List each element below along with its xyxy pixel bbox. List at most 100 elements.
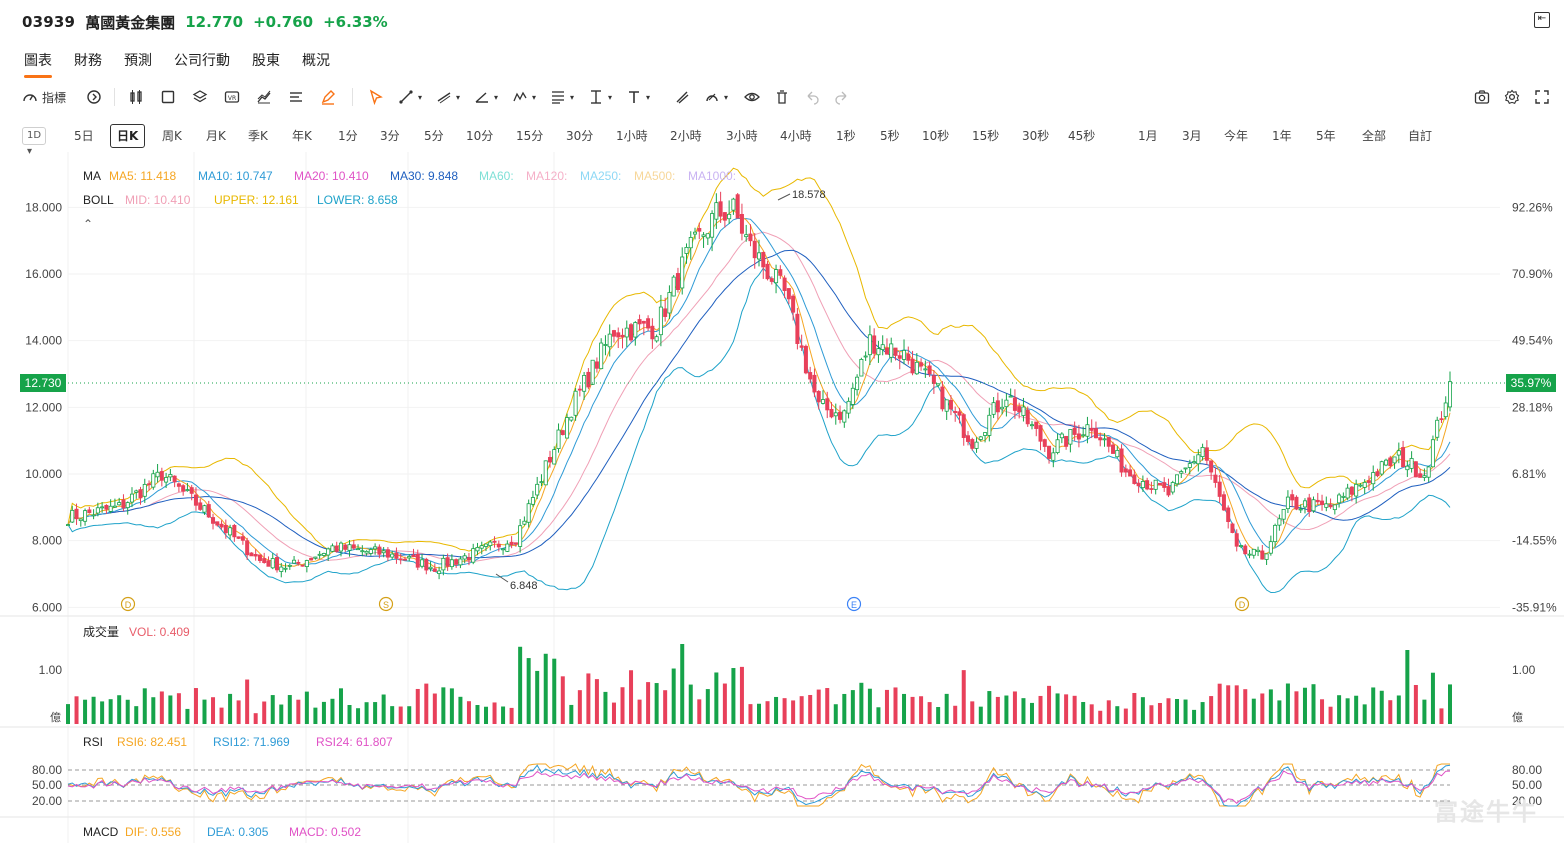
list-icon[interactable]	[288, 86, 304, 108]
tab-3[interactable]: 公司行動	[174, 53, 230, 69]
tab-2[interactable]: 預測	[124, 53, 152, 69]
period-14[interactable]: 3小時	[726, 129, 758, 143]
candle-body	[863, 355, 868, 358]
fullscreen-icon[interactable]	[1534, 86, 1550, 108]
candle-body	[761, 252, 766, 268]
period-15[interactable]: 4小時	[780, 129, 812, 143]
period-0[interactable]: 5日	[74, 129, 94, 143]
period-7[interactable]: 3分	[380, 129, 400, 143]
candle-body	[897, 355, 902, 359]
grid-lines	[67, 152, 1500, 843]
period-8[interactable]: 5分	[424, 129, 444, 143]
eraser-brush-icon[interactable]	[674, 86, 690, 108]
period-23[interactable]: 3月	[1182, 129, 1202, 143]
stock-chart[interactable]: 18.578 6.848 D S E D MA MA5: 11.418 MA10: 10.747…	[0, 152, 1564, 843]
replay-icon[interactable]	[86, 86, 102, 108]
volume-bar	[253, 713, 258, 724]
ray-icon[interactable]: ▾	[436, 86, 460, 108]
period-2[interactable]: 周K	[162, 129, 182, 143]
fib-icon[interactable]: ▾	[552, 91, 575, 104]
cursor-icon[interactable]	[368, 86, 384, 108]
svg-text:VR: VR	[228, 95, 236, 102]
ma-legend-item: MA20: 10.410	[294, 169, 369, 183]
pattern-icon[interactable]: ▾	[512, 86, 536, 108]
candle-body	[1132, 474, 1137, 484]
redo-icon[interactable]	[834, 86, 850, 108]
vol-legend-name: 成交量	[83, 624, 119, 639]
highlighter-icon[interactable]	[320, 86, 336, 108]
trend-line-icon[interactable]: ▾	[398, 86, 422, 108]
candle-body	[795, 313, 800, 344]
magnet-icon[interactable]: ▾	[704, 86, 728, 108]
period-13[interactable]: 2小時	[670, 129, 702, 143]
period-12[interactable]: 1小時	[616, 129, 648, 143]
ma-legend-item: MA5: 11.418	[109, 169, 176, 183]
trash-icon[interactable]	[774, 86, 790, 108]
undo-icon[interactable]	[804, 86, 820, 108]
period-dropdown[interactable]: 1D ▾	[22, 127, 47, 157]
ma10-line	[67, 217, 1451, 567]
vol-tick-right: 1.00	[1512, 663, 1536, 677]
candle-body	[739, 214, 744, 234]
text-icon[interactable]: ▾	[626, 86, 650, 108]
candle-type-icon[interactable]	[128, 86, 144, 108]
period-4[interactable]: 季K	[248, 129, 268, 143]
volume-bar	[1217, 683, 1222, 724]
candle-body	[876, 348, 881, 356]
candle-body	[1443, 402, 1448, 418]
vr-icon[interactable]: VR	[224, 86, 240, 108]
volume-bar	[168, 695, 173, 724]
period-5[interactable]: 年K	[292, 129, 312, 143]
volume-bar	[228, 693, 233, 724]
candle-body	[484, 543, 489, 547]
period-3[interactable]: 月K	[206, 129, 226, 143]
candle-body	[1430, 439, 1435, 468]
period-6[interactable]: 1分	[338, 129, 358, 143]
period-16[interactable]: 1秒	[836, 129, 856, 143]
tab-5[interactable]: 概況	[302, 53, 330, 69]
candle-body	[1221, 494, 1226, 511]
indicator-button[interactable]: 指標	[22, 86, 66, 108]
compare-chart-icon[interactable]	[256, 86, 272, 108]
tab-4[interactable]: 股東	[252, 53, 280, 69]
square-icon[interactable]	[160, 86, 176, 108]
candle-body	[283, 567, 288, 570]
volume-bar	[799, 696, 804, 724]
tab-0[interactable]: 圖表	[24, 50, 52, 78]
period-22[interactable]: 1月	[1138, 129, 1158, 143]
volume-bar	[1149, 705, 1154, 724]
period-27[interactable]: 全部	[1362, 129, 1387, 143]
settings-gear-icon[interactable]	[1504, 86, 1520, 108]
measure-icon[interactable]: ▾	[591, 90, 613, 104]
period-26[interactable]: 5年	[1316, 129, 1336, 143]
rsi-legend-name: RSI	[83, 735, 103, 749]
period-17[interactable]: 5秒	[880, 129, 900, 143]
period-24[interactable]: 今年	[1224, 129, 1249, 143]
angle-icon[interactable]: ▾	[474, 86, 498, 108]
candle-body	[556, 429, 561, 449]
volume-bar	[850, 690, 855, 724]
period-10[interactable]: 15分	[516, 129, 544, 143]
period-25[interactable]: 1年	[1272, 129, 1292, 143]
candle-body	[1179, 471, 1184, 474]
candle-body	[193, 494, 198, 506]
candle-body	[893, 347, 898, 356]
collapse-panel-icon[interactable]: ⇤	[1534, 12, 1550, 28]
candle-body	[364, 550, 369, 554]
layers-icon[interactable]	[192, 86, 208, 108]
eye-icon[interactable]	[744, 86, 760, 108]
period-20[interactable]: 30秒	[1022, 129, 1050, 143]
period-19[interactable]: 15秒	[972, 129, 1000, 143]
volume-bar	[680, 644, 685, 724]
period-18[interactable]: 10秒	[922, 129, 950, 143]
camera-icon[interactable]	[1474, 86, 1490, 108]
period-9[interactable]: 10分	[466, 129, 494, 143]
tab-1[interactable]: 財務	[74, 53, 102, 69]
period-28[interactable]: 自訂	[1408, 129, 1433, 143]
boll-legend-item: LOWER: 8.658	[317, 193, 398, 207]
volume-bar	[449, 688, 454, 724]
period-1[interactable]: 日K	[110, 124, 146, 148]
volume-bar	[1371, 687, 1376, 724]
period-11[interactable]: 30分	[566, 129, 594, 143]
period-21[interactable]: 45秒	[1068, 129, 1096, 143]
